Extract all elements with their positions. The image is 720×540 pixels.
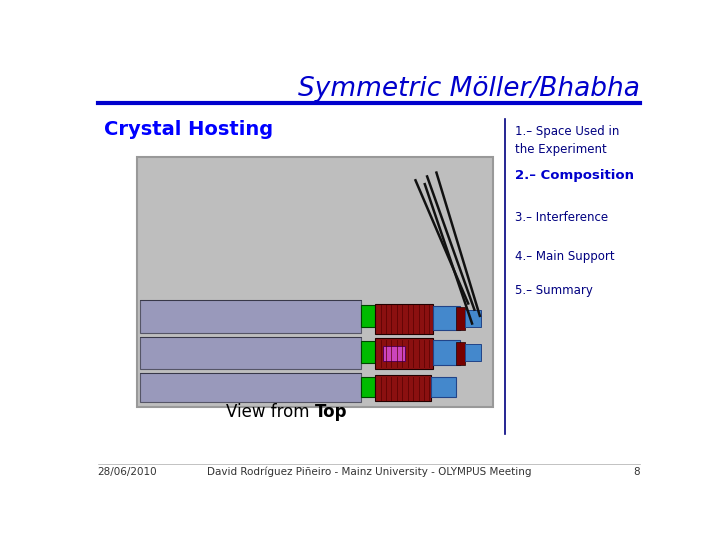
Bar [140, 336, 361, 369]
Bar [140, 373, 361, 402]
Text: Symmetric Möller/Bhabha: Symmetric Möller/Bhabha [298, 76, 640, 103]
Text: 8: 8 [634, 467, 640, 477]
Text: David Rodríguez Piñeiro - Mainz University - OLYMPUS Meeting: David Rodríguez Piñeiro - Mainz Universi… [207, 467, 531, 477]
Bar [137, 157, 493, 408]
Bar [361, 341, 375, 363]
Text: Top: Top [315, 402, 347, 421]
Text: View from: View from [226, 402, 315, 421]
Bar [433, 306, 461, 330]
Text: Crystal Hosting: Crystal Hosting [104, 120, 273, 139]
Text: 28/06/2010: 28/06/2010 [98, 467, 158, 477]
Text: 3.– Interference: 3.– Interference [515, 211, 608, 224]
Bar [140, 300, 361, 333]
Bar [456, 307, 465, 330]
Text: 5.– Summary: 5.– Summary [515, 284, 593, 297]
Text: 2.– Composition: 2.– Composition [515, 168, 634, 182]
Bar [431, 377, 456, 397]
Bar [375, 303, 433, 334]
Text: 4.– Main Support: 4.– Main Support [515, 249, 614, 262]
Bar [383, 346, 405, 361]
Bar [375, 375, 431, 401]
Text: 1.– Space Used in
the Experiment: 1.– Space Used in the Experiment [515, 125, 619, 156]
Bar [433, 340, 461, 365]
Bar [456, 342, 465, 365]
Bar [361, 305, 375, 327]
Bar [375, 338, 433, 369]
Bar [465, 309, 481, 327]
Bar [465, 345, 481, 361]
Bar [361, 377, 375, 397]
